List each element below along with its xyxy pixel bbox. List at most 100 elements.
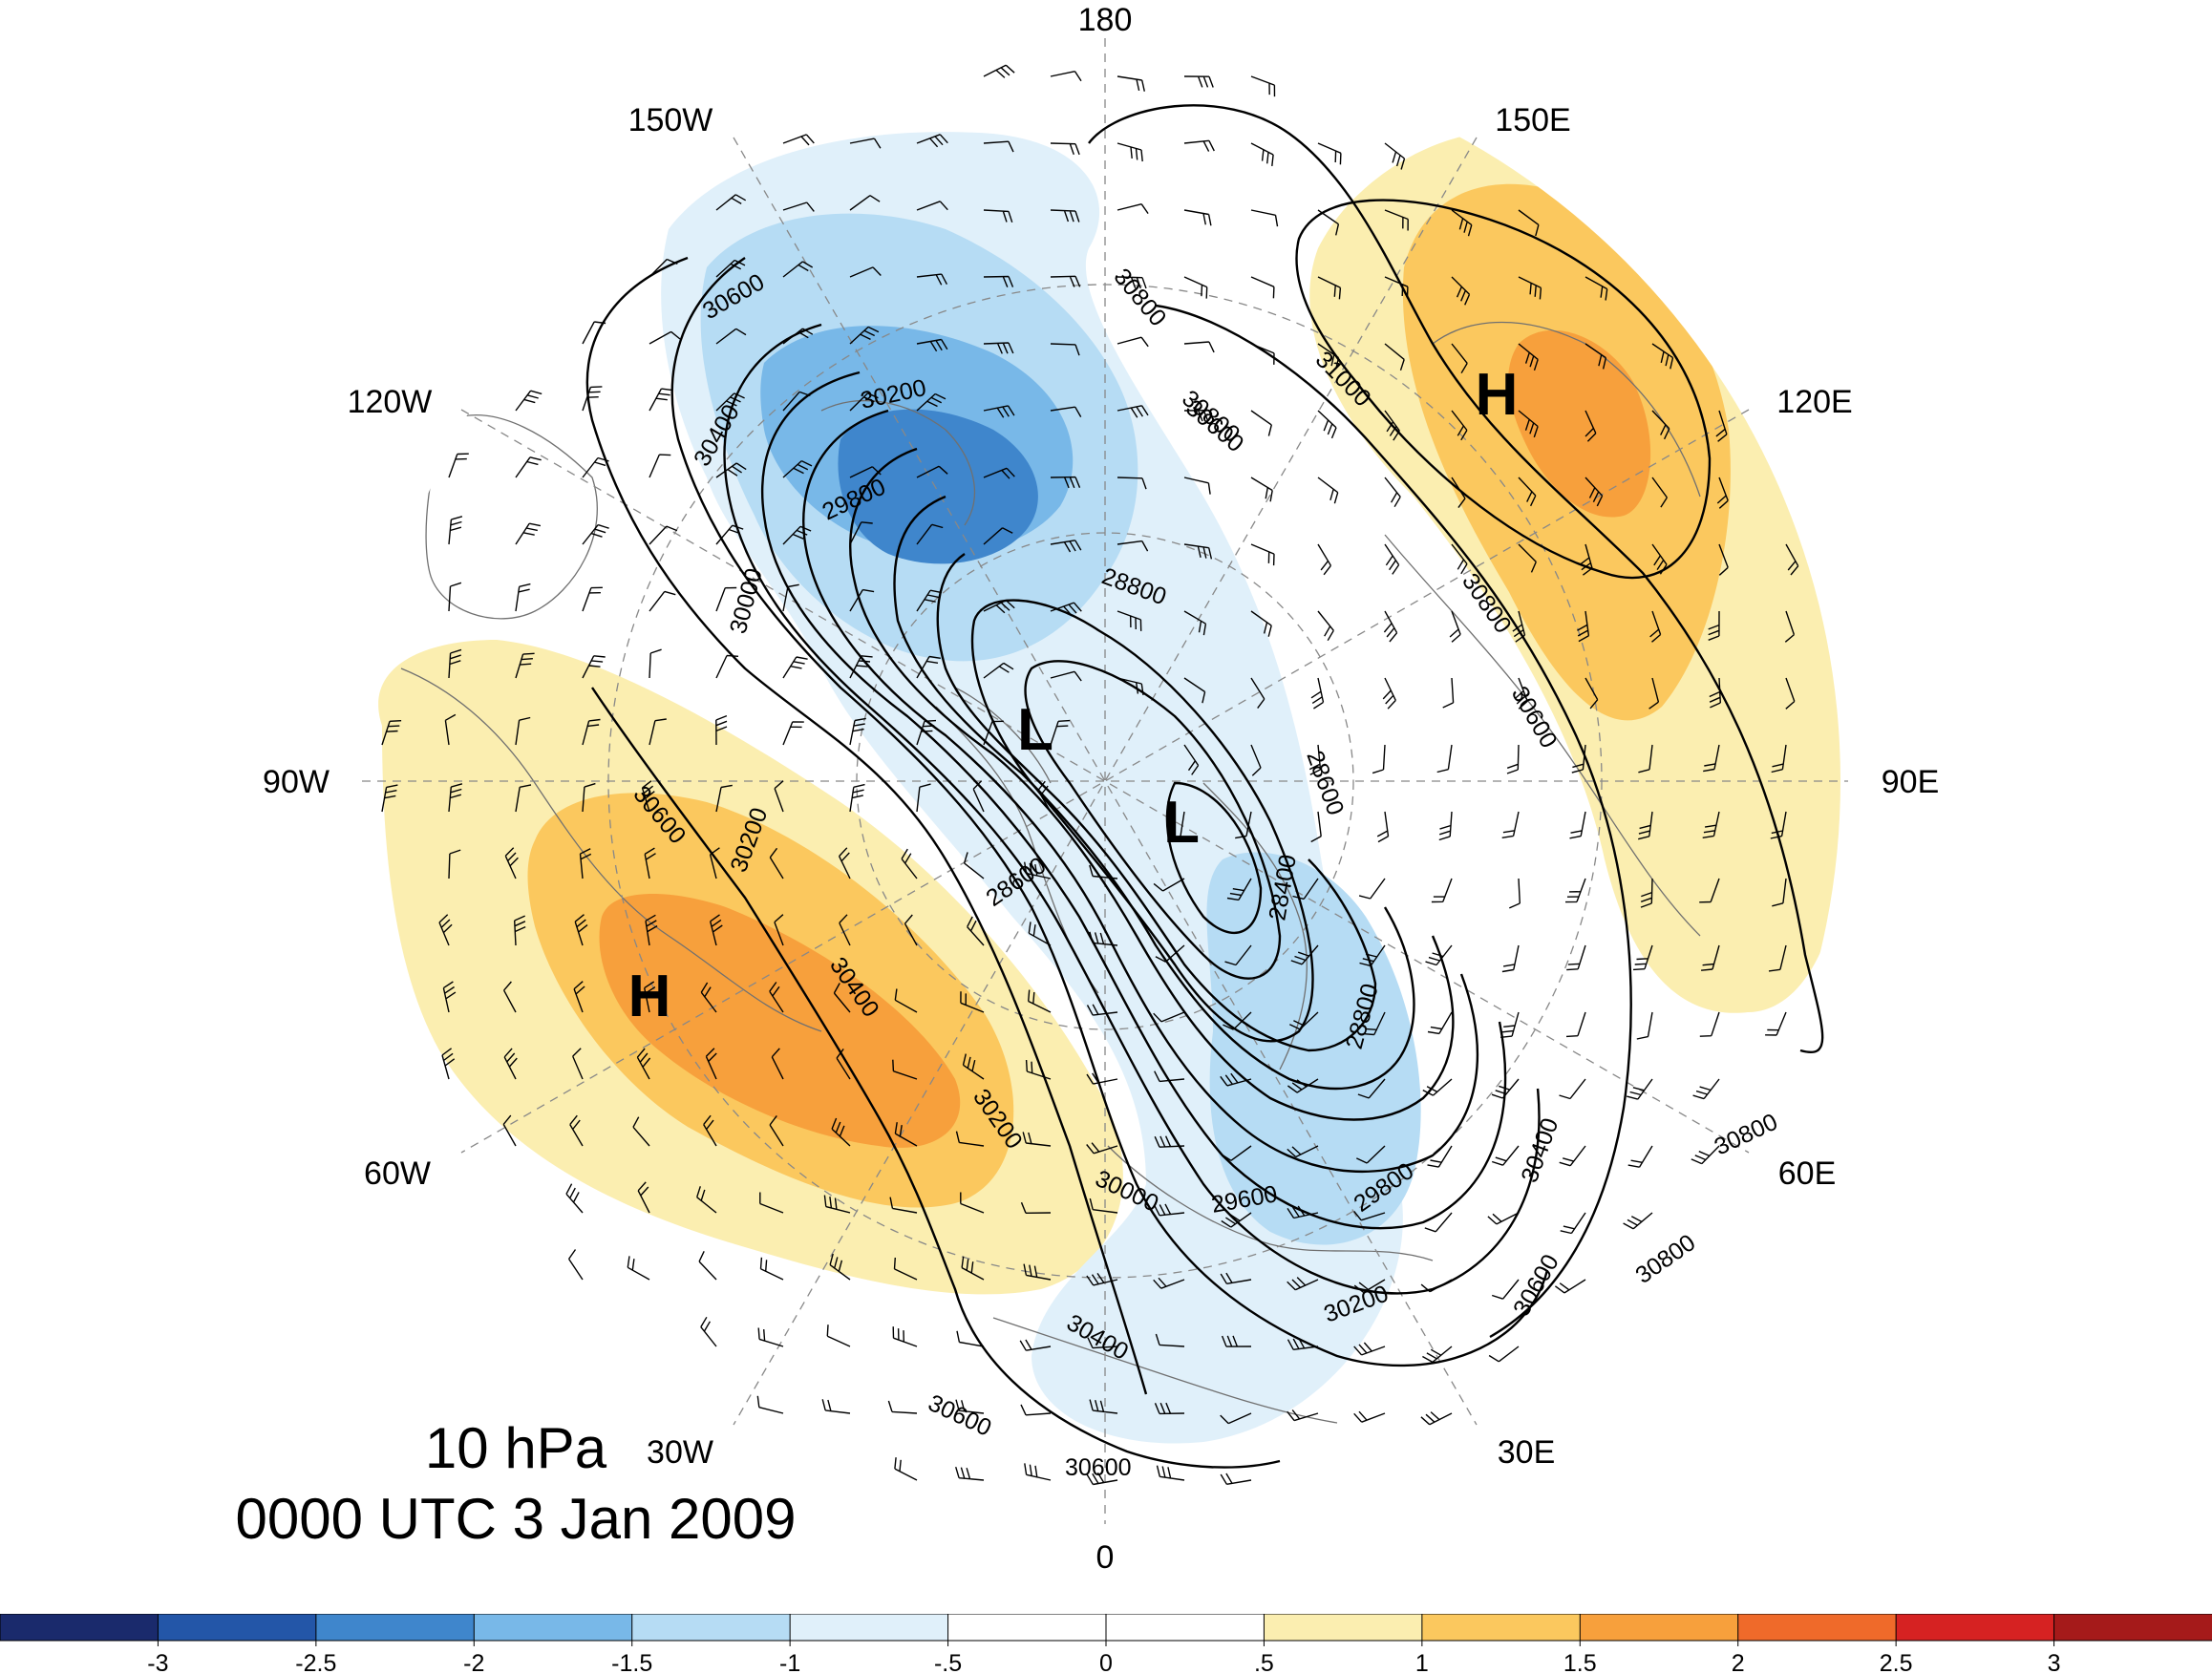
wind-barb	[1784, 610, 1796, 643]
wind-barb	[955, 1399, 985, 1414]
low-center-marker: L	[1163, 790, 1200, 856]
wind-barb	[709, 847, 720, 879]
wind-barb	[782, 459, 813, 478]
height-contours	[585, 104, 1824, 1469]
wind-barb	[565, 1183, 584, 1214]
wind-barb	[1089, 864, 1118, 879]
wind-barb	[1451, 209, 1473, 237]
wind-barb	[1155, 1333, 1185, 1347]
colorbar-tick-label: 2.5	[1880, 1650, 1913, 1674]
wind-barb	[1356, 1145, 1386, 1164]
wind-barb	[1569, 811, 1586, 839]
colorbar-swatch	[1105, 1614, 1266, 1642]
wind-barb	[894, 1457, 918, 1481]
wind-barb	[698, 1251, 717, 1281]
wind-barb	[696, 1186, 717, 1214]
wind-barb	[1089, 1197, 1118, 1214]
wind-barb	[1086, 1142, 1118, 1155]
colorbar-swatch	[1263, 1614, 1423, 1642]
wind-barb	[1623, 1212, 1653, 1230]
colorbar-tick-label: 3	[2048, 1650, 2061, 1674]
wind-barb	[1250, 343, 1275, 365]
wind-barb	[1086, 1072, 1118, 1085]
wind-barb	[1501, 811, 1520, 838]
wind-barb	[1250, 677, 1266, 710]
wind-barb	[1089, 1399, 1118, 1414]
wind-barb	[514, 915, 526, 946]
wind-barb	[983, 527, 1013, 545]
wind-barb	[442, 981, 457, 1013]
wind-barb	[1765, 1011, 1787, 1036]
wind-barb	[1357, 1078, 1386, 1099]
wind-barb	[641, 780, 655, 813]
wind-barb	[1050, 540, 1082, 553]
wind-barb	[645, 914, 658, 946]
wind-barb	[1491, 1078, 1520, 1099]
wind-barb	[515, 390, 542, 412]
wind-barb	[960, 991, 985, 1013]
wind-barb	[582, 655, 606, 679]
wind-barb	[916, 201, 948, 211]
contour-label: 30000	[725, 565, 768, 636]
contour-30600-east	[1155, 304, 1632, 1339]
wind-barb	[1518, 209, 1540, 237]
wind-barb	[1427, 1011, 1453, 1035]
wind-barb	[1087, 1337, 1118, 1349]
wind-barb	[1086, 1004, 1118, 1016]
wind-barb	[782, 656, 808, 679]
wind-barb	[983, 275, 1014, 287]
wind-barb	[1250, 276, 1275, 299]
wind-barb	[1183, 477, 1211, 495]
wind-barb	[849, 466, 882, 478]
wind-barb	[1019, 1339, 1052, 1351]
positive-anomaly-atlantic-15	[599, 894, 961, 1148]
wind-barb	[1577, 610, 1590, 643]
wind-barb	[1117, 336, 1149, 348]
wind-barb	[1050, 670, 1082, 682]
wind-barb	[515, 456, 542, 478]
wind-barb	[715, 392, 745, 412]
wind-barb	[904, 914, 918, 946]
wind-barb	[649, 258, 678, 278]
wind-barb	[1250, 610, 1272, 637]
wind-barb	[632, 1116, 650, 1147]
wind-barb	[1089, 931, 1118, 946]
wind-barb	[1183, 209, 1212, 226]
wind-barb	[1317, 142, 1342, 165]
wind-barb	[1317, 276, 1342, 300]
wind-barb	[1220, 1072, 1252, 1087]
wind-barb	[1358, 878, 1386, 900]
wind-barb	[894, 988, 918, 1013]
wind-barb	[1651, 477, 1668, 508]
high-center-marker: H	[1476, 362, 1519, 428]
wind-barb	[831, 1117, 851, 1147]
wind-barb	[1716, 477, 1729, 509]
wind-barb	[1384, 142, 1406, 170]
wind-barb	[916, 783, 931, 813]
wind-barb	[1117, 477, 1147, 490]
wind-barb	[983, 599, 1015, 614]
wind-barb	[1183, 677, 1206, 704]
wind-barb	[1372, 744, 1386, 774]
wind-barb	[1585, 677, 1599, 710]
wind-barb	[1585, 343, 1607, 370]
colorbar-swatch	[947, 1614, 1107, 1642]
wind-barb	[849, 392, 879, 412]
wind-barb	[1221, 1335, 1252, 1347]
wind-barb	[649, 330, 681, 345]
valid-time: 0000 UTC 3 Jan 2009	[235, 1487, 797, 1551]
wind-barb	[1703, 744, 1720, 773]
wind-barb	[1771, 744, 1787, 773]
wind-barb	[769, 1114, 784, 1147]
wind-barb	[894, 1122, 918, 1147]
wind-barb	[1250, 744, 1262, 776]
wind-barb	[448, 849, 461, 879]
wind-barb	[649, 718, 667, 746]
colorbar-tick-label: -2	[463, 1650, 484, 1674]
wind-barb	[1028, 989, 1052, 1013]
wind-barb	[515, 716, 531, 746]
wind-barb	[448, 582, 462, 612]
wind-barb	[849, 195, 881, 211]
wind-barb	[961, 1256, 985, 1281]
wind-barb	[759, 1192, 784, 1214]
